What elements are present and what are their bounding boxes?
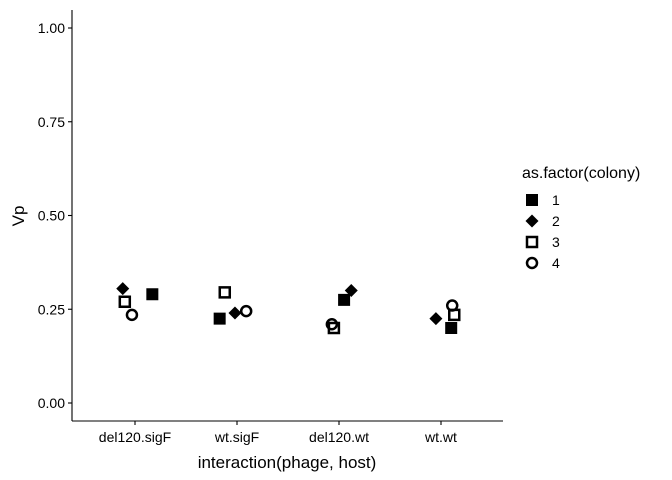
x-tick-label: del120.sigF [99,429,171,445]
legend-key-3 [525,235,539,249]
legend-label-1: 1 [552,192,560,208]
legend-key-2 [525,214,539,228]
legend-label-2: 2 [552,213,560,229]
legend-label-3: 3 [552,234,560,250]
legend: as.factor(colony) 1 2 3 4 [522,165,640,271]
y-tick-label: 0.50 [38,208,65,224]
data-point-colony-1 [213,312,226,325]
data-point-colony-3 [218,286,232,299]
legend-title: as.factor(colony) [522,165,640,182]
legend-key-1 [526,194,538,206]
data-point-colony-2 [116,282,130,296]
y-tick-label: 0.75 [38,114,65,130]
data-point-colony-4 [325,318,339,331]
x-tick-label: del120.wt [309,429,369,445]
data-point-colony-4 [125,308,139,322]
data-point-colony-2 [344,284,358,297]
legend-entries: 1 2 3 4 [525,192,560,271]
x-axis-title: interaction(phage, host) [198,453,377,472]
x-tick-label: wt.wt [424,429,457,445]
y-axis-title: Vp [9,206,28,227]
y-tick-label: 1.00 [38,20,65,36]
data-point-colony-2 [429,312,443,326]
data-point-colony-2 [228,306,242,320]
data-point-colony-3 [118,295,132,308]
data-points [116,282,461,335]
data-point-colony-1 [445,322,458,334]
legend-label-4: 4 [552,255,560,271]
x-tick-label: wt.sigF [214,429,259,445]
y-tick-label: 0.00 [38,395,65,411]
data-point-colony-1 [338,293,351,306]
y-tick-label: 0.25 [38,301,65,317]
data-point-colony-4 [445,299,459,312]
legend-key-4 [525,256,539,270]
axes: 0.00 0.25 0.50 0.75 1.00 del120.sigF wt.sigF de… [38,10,503,445]
data-point-colony-4 [239,304,253,318]
data-point-colony-1 [146,288,159,301]
